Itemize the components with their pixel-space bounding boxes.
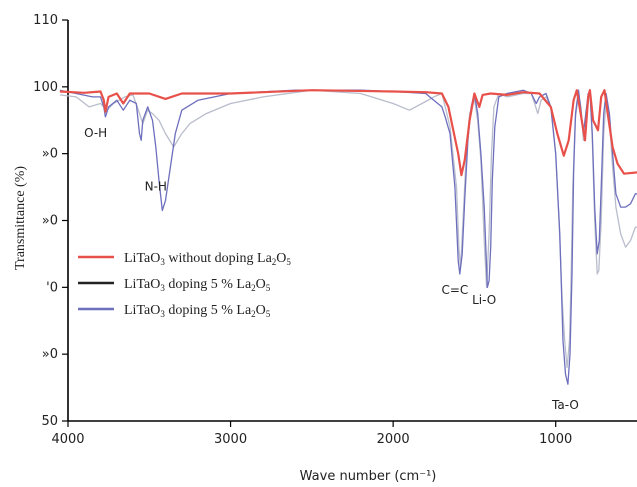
- legend-text-part: O: [256, 303, 266, 318]
- legend-subscript: 2: [251, 283, 256, 293]
- legend-entry: LiTaO3 without doping La2O5: [124, 251, 291, 267]
- y-tick-label: »0: [42, 214, 58, 229]
- x-tick-label: 2000: [377, 432, 410, 447]
- axes: 110 100 »0 »0 '0 »0 50 4000 3000 2000 1000: [33, 13, 637, 447]
- y-tick-label: »0: [42, 347, 58, 362]
- annotation-label: C=C: [442, 283, 469, 297]
- annotations: O-H N-H C=CLi-O Ta-O: [84, 126, 579, 412]
- annotation-label: N-H: [145, 179, 167, 193]
- annotation-label: Ta-O: [551, 398, 579, 412]
- legend-text-part: doping 5 % La: [165, 277, 252, 292]
- legend-subscript: 2: [251, 309, 256, 319]
- x-tick-label: 4000: [51, 432, 84, 447]
- x-tick-label: 3000: [214, 432, 247, 447]
- legend-subscript: 5: [266, 309, 271, 319]
- series-line-0: [59, 89, 637, 177]
- legend-text-part: LiTaO: [124, 251, 160, 266]
- series-line-2: [59, 89, 637, 385]
- legend-text-part: without doping La: [165, 251, 273, 266]
- legend-subscript: 5: [266, 283, 271, 293]
- y-tick-label: 50: [41, 414, 58, 429]
- legend-entry: LiTaO3 doping 5 % La2O5: [124, 303, 271, 319]
- legend-text-part: LiTaO: [124, 303, 160, 318]
- legend-text-part: O: [256, 277, 266, 292]
- legend-subscript: 2: [272, 257, 277, 267]
- series-lines: [59, 88, 637, 385]
- legend-subscript: 3: [160, 283, 165, 293]
- x-tick-label: 1000: [539, 432, 572, 447]
- legend-entry: LiTaO3 doping 5 % La2O5: [124, 277, 271, 293]
- legend-text-part: O: [276, 251, 286, 266]
- annotation-label: Li-O: [472, 293, 496, 307]
- legend-text-part: LiTaO: [124, 277, 160, 292]
- x-axis-title: Wave number (cm⁻¹): [300, 469, 437, 484]
- y-tick-label: '0: [46, 280, 58, 295]
- y-tick-label: 100: [33, 80, 58, 95]
- y-tick-label: 110: [33, 13, 58, 28]
- annotation-label: O-H: [84, 126, 107, 140]
- legend-subscript: 3: [160, 309, 165, 319]
- y-axis-title: Transmittance (%): [13, 166, 28, 270]
- y-tick-label: »0: [42, 147, 58, 162]
- legend-subscript: 5: [286, 257, 291, 267]
- legend-subscript: 3: [160, 257, 165, 267]
- legend-text-part: doping 5 % La: [165, 303, 252, 318]
